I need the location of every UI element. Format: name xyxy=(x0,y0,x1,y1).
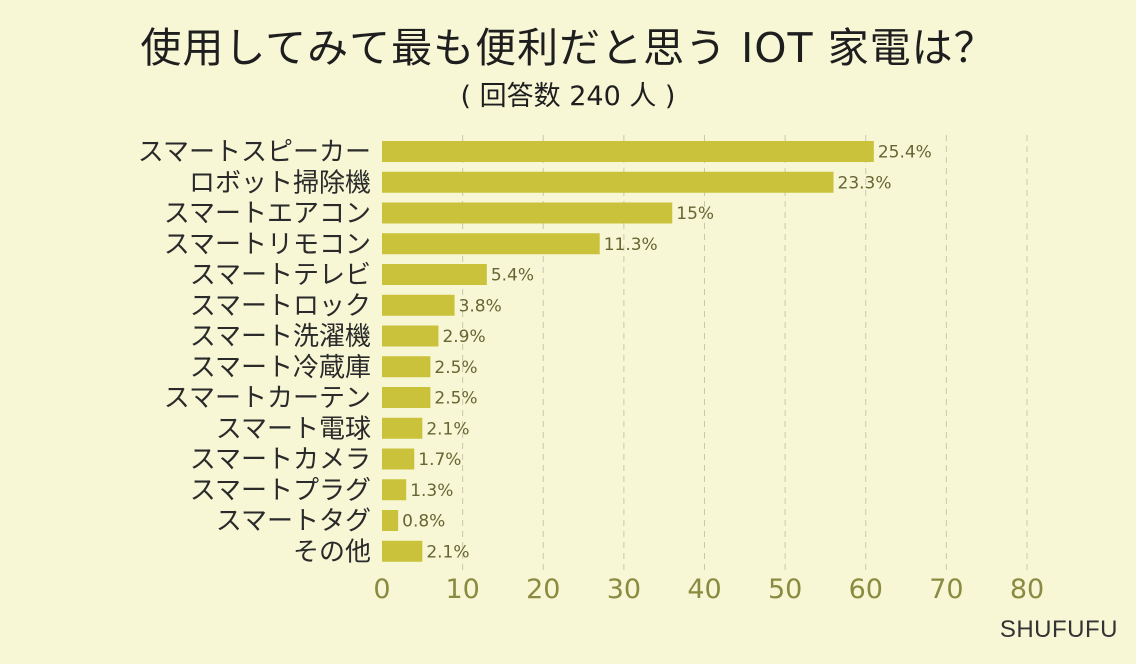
bar xyxy=(382,233,600,255)
value-label: 2.9% xyxy=(442,327,485,347)
bar xyxy=(382,325,439,347)
x-tick-label: 40 xyxy=(687,574,721,605)
value-label: 1.3% xyxy=(410,481,453,501)
category-label: スマートプラグ xyxy=(190,476,371,506)
category-label: スマート電球 xyxy=(216,414,371,444)
x-tick-label: 20 xyxy=(526,574,560,605)
category-label: スマートタグ xyxy=(216,507,371,537)
category-label: スマート洗濯機 xyxy=(190,322,371,352)
bar xyxy=(382,141,874,162)
value-label: 11.3% xyxy=(604,235,658,255)
x-axis-ticks: 0 10 20 30 40 50 60 70 80 xyxy=(373,574,1044,605)
value-label: 1.7% xyxy=(418,450,461,470)
bar xyxy=(382,202,673,224)
category-label: スマートカメラ xyxy=(190,445,371,475)
x-tick-label: 70 xyxy=(929,574,963,605)
x-tick-label: 80 xyxy=(1010,574,1044,605)
bar xyxy=(382,479,407,501)
value-label: 2.1% xyxy=(426,419,469,439)
value-labels: 25.4% 23.3% 15% 11.3% 5.4% 3.8% 2.9% 2.5% 2.5% 2.… xyxy=(402,143,932,563)
bar xyxy=(382,171,834,193)
category-label: スマートカーテン xyxy=(164,384,371,414)
x-tick-label: 60 xyxy=(849,574,883,605)
category-label: その他 xyxy=(293,537,371,567)
x-tick-label: 50 xyxy=(768,574,802,605)
value-label: 2.1% xyxy=(426,542,469,562)
value-label: 3.8% xyxy=(459,296,502,316)
value-label: 2.5% xyxy=(434,358,477,378)
category-label: スマートエアコン xyxy=(164,199,371,229)
bar xyxy=(382,387,431,408)
value-label: 0.8% xyxy=(402,512,445,532)
category-label: ロボット掃除機 xyxy=(189,168,371,198)
chart-subtitle: ( 回答数 240 人 ) xyxy=(460,81,676,112)
gridlines xyxy=(462,135,1028,572)
value-label: 5.4% xyxy=(491,266,534,286)
x-tick-label: 30 xyxy=(607,574,641,605)
category-label: スマートロック xyxy=(190,291,371,321)
bar xyxy=(382,417,423,439)
value-label: 25.4% xyxy=(878,143,932,163)
x-tick-label: 0 xyxy=(373,574,390,605)
category-label: スマート冷蔵庫 xyxy=(190,353,371,383)
chart-title: 使用してみて最も便利だと思う IOT 家電は？ xyxy=(140,24,996,72)
bars xyxy=(382,141,874,562)
bar xyxy=(382,510,399,531)
x-tick-label: 10 xyxy=(445,574,479,605)
category-label: スマートスピーカー xyxy=(138,138,371,168)
category-label: スマートテレビ xyxy=(190,261,371,291)
value-label: 23.3% xyxy=(838,173,892,193)
value-label: 15% xyxy=(676,204,714,224)
brand-logo-text: SHUFUFU xyxy=(999,616,1118,643)
bar xyxy=(382,448,415,470)
value-label: 2.5% xyxy=(434,389,477,409)
category-label: スマートリモコン xyxy=(164,230,371,260)
bar xyxy=(382,540,423,562)
bar xyxy=(382,294,455,316)
bar xyxy=(382,356,431,378)
category-labels: スマートスピーカーロボット掃除機スマートエアコンスマートリモコンスマートテレビス… xyxy=(138,138,371,568)
bar xyxy=(382,264,487,285)
